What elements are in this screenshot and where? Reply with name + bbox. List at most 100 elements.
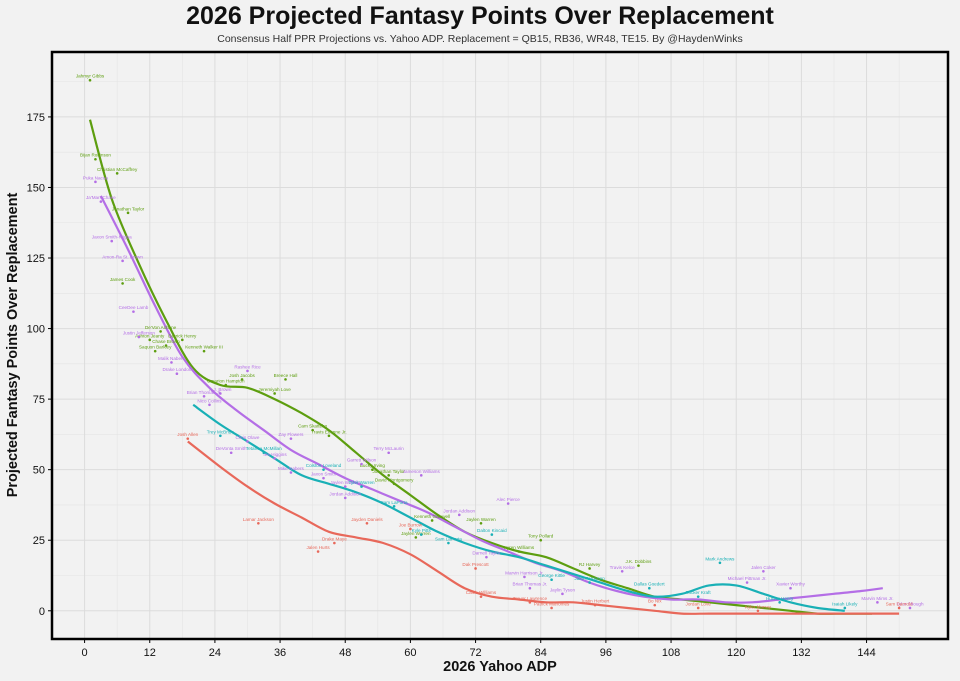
point-label: Brian Thomas Jr. bbox=[187, 390, 222, 395]
data-point bbox=[762, 569, 765, 573]
chart-subtitle: Consensus Half PPR Projections vs. Yahoo… bbox=[217, 33, 743, 45]
y-tick-label: 175 bbox=[27, 112, 45, 124]
point-label: A.J. Brown bbox=[209, 387, 232, 392]
x-tick-label: 108 bbox=[662, 647, 680, 659]
point-label: Derrick Henry bbox=[168, 333, 197, 338]
point-label: Bo Nix bbox=[648, 599, 662, 604]
data-point bbox=[419, 533, 423, 536]
point-label: Rashee Rice bbox=[234, 364, 261, 369]
point-label: Hunter Henry bbox=[766, 596, 794, 601]
data-point bbox=[246, 369, 249, 373]
data-point bbox=[517, 550, 521, 553]
point-label: De'Von Achane bbox=[145, 325, 177, 330]
data-point bbox=[696, 606, 700, 610]
data-point bbox=[273, 392, 276, 395]
data-point bbox=[246, 440, 249, 443]
y-tick-label: 150 bbox=[27, 182, 45, 194]
point-label: Jalen Hurts bbox=[306, 545, 330, 550]
x-tick-label: 12 bbox=[144, 647, 156, 659]
data-point bbox=[202, 394, 206, 398]
point-label: Jordan Love bbox=[686, 601, 712, 606]
data-point bbox=[322, 468, 325, 471]
data-point bbox=[474, 567, 477, 570]
data-point bbox=[343, 485, 347, 488]
point-label: Patrick Mahomes bbox=[534, 601, 570, 606]
point-label: Jaxon Smith-Njigba bbox=[92, 235, 132, 240]
point-label: Puka Nacua bbox=[83, 175, 108, 180]
point-label: Bijan Robinson bbox=[80, 153, 111, 158]
data-point bbox=[718, 561, 722, 565]
point-label: Darnell Taylor bbox=[472, 551, 500, 556]
data-point bbox=[696, 595, 700, 598]
x-tick-label: 120 bbox=[727, 647, 745, 659]
x-tick-label: 60 bbox=[404, 647, 416, 659]
point-label: Jahmyr Gibbs bbox=[76, 74, 105, 79]
point-label: Caleb Williams bbox=[466, 590, 497, 595]
data-point bbox=[343, 496, 347, 500]
point-label: George Kittle bbox=[538, 573, 565, 578]
point-label: Tyler Shough bbox=[896, 601, 924, 606]
point-label: Jonathan Taylor bbox=[372, 469, 405, 474]
data-point bbox=[322, 476, 325, 480]
point-label: Jaylin Tyson bbox=[550, 587, 576, 592]
data-point bbox=[414, 536, 418, 539]
data-point bbox=[94, 180, 97, 184]
point-label: Brian Thomas Jr. bbox=[513, 582, 548, 587]
point-label: DeVonta Smith bbox=[216, 446, 247, 451]
point-label: Drake Maye bbox=[322, 537, 347, 542]
data-point bbox=[756, 609, 760, 613]
x-axis-ticks: 0 12 24 36 48 60 72 84 96 108 120 132 144 bbox=[82, 639, 876, 659]
data-point bbox=[224, 383, 228, 387]
data-point bbox=[115, 172, 119, 175]
data-point bbox=[648, 586, 651, 590]
point-label: Jaxon Smith bbox=[311, 472, 337, 477]
x-tick-label: 84 bbox=[535, 647, 547, 659]
point-label: Colston Loveland bbox=[306, 463, 342, 468]
data-point bbox=[132, 310, 135, 313]
data-point bbox=[121, 259, 124, 263]
trend-line bbox=[192, 403, 845, 612]
point-label: Josh Jacobs bbox=[229, 373, 255, 378]
data-point bbox=[588, 567, 591, 570]
data-point bbox=[148, 338, 152, 342]
data-point bbox=[778, 601, 781, 604]
point-label: Omarion Hampton bbox=[207, 379, 245, 384]
y-tick-label: 25 bbox=[33, 535, 45, 547]
trend-line bbox=[99, 195, 883, 604]
data-point bbox=[273, 457, 276, 460]
point-label: Kenneth Gainwell bbox=[414, 514, 450, 519]
data-point bbox=[240, 378, 244, 381]
point-label: Christian McCaffrey bbox=[97, 167, 138, 172]
data-point bbox=[409, 527, 412, 531]
point-label: Jaylen Waddle bbox=[330, 480, 360, 485]
point-label: Saquon Barkley bbox=[139, 345, 172, 350]
y-tick-label: 75 bbox=[33, 394, 45, 406]
point-label: Nico Collins bbox=[197, 398, 222, 403]
data-point bbox=[653, 603, 657, 607]
point-label: Trey McBride bbox=[207, 429, 235, 434]
point-label: Sam LaPorta bbox=[435, 537, 462, 542]
data-point bbox=[170, 361, 173, 364]
data-point bbox=[229, 451, 233, 455]
point-label: Cam Skattebo bbox=[298, 424, 328, 429]
point-label: Jayden Daniels bbox=[351, 517, 383, 522]
point-label: Dak Prescott bbox=[462, 562, 489, 567]
y-tick-label: 125 bbox=[27, 253, 45, 265]
data-point bbox=[593, 603, 597, 607]
data-point bbox=[99, 200, 103, 203]
point-label: Bucky Irving bbox=[360, 463, 385, 468]
data-point bbox=[485, 555, 488, 559]
x-tick-label: 48 bbox=[339, 647, 351, 659]
point-label: Alec Pierce bbox=[497, 497, 521, 502]
y-tick-label: 100 bbox=[27, 324, 45, 336]
data-point bbox=[430, 519, 434, 522]
point-label: Jaylen Warren bbox=[401, 531, 431, 536]
data-point bbox=[392, 482, 396, 486]
point-label: Joe Burrow bbox=[399, 522, 423, 527]
data-point bbox=[371, 468, 374, 471]
data-point bbox=[588, 581, 591, 584]
data-point bbox=[153, 349, 157, 353]
y-axis-title: Projected Fantasy Points Over Replacemen… bbox=[5, 193, 21, 498]
data-point bbox=[897, 606, 901, 610]
